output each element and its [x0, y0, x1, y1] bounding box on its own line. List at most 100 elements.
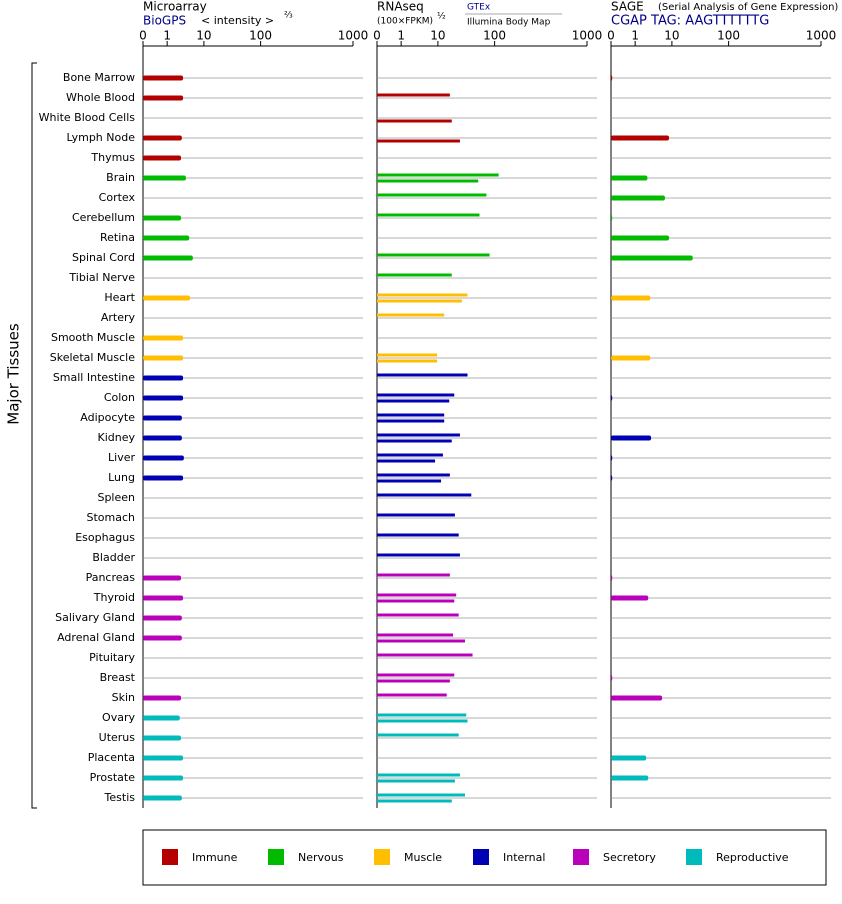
legend-label: Reproductive [716, 851, 789, 864]
bar [611, 455, 613, 461]
bar [377, 419, 445, 423]
tissue-label: Kidney [97, 431, 135, 444]
bar [377, 599, 455, 603]
x-tick-label: 1 [397, 29, 405, 43]
bar [143, 475, 184, 481]
axis-label: (100×FPKM) [377, 17, 433, 27]
bar [377, 799, 452, 803]
bar [611, 355, 651, 361]
bar [611, 255, 693, 261]
bar [143, 355, 184, 361]
bar [377, 459, 436, 463]
bar [143, 775, 184, 781]
bar [377, 793, 465, 797]
bar [377, 573, 450, 577]
legend-label: Muscle [404, 851, 442, 864]
panel-subtitle: BioGPS [143, 14, 186, 28]
bar [611, 215, 613, 221]
bar [143, 615, 182, 621]
bar [611, 235, 670, 241]
bar [377, 393, 455, 397]
tissue-label: Esophagus [75, 531, 135, 544]
bar [143, 235, 190, 241]
bar [143, 215, 182, 221]
bar [377, 533, 459, 537]
bar [377, 173, 499, 177]
bar [377, 399, 450, 403]
tissue-label: Testis [104, 791, 136, 804]
bar [377, 653, 473, 657]
tissue-label: Uterus [99, 731, 136, 744]
bar [377, 453, 443, 457]
tissue-label: Prostate [90, 771, 136, 784]
bar [377, 299, 462, 303]
bar [377, 719, 468, 723]
bar [377, 513, 455, 517]
bar [611, 75, 613, 81]
bar [377, 773, 460, 777]
tissue-label: Lymph Node [66, 131, 135, 144]
bar [143, 595, 184, 601]
bar [143, 395, 184, 401]
tissue-label: Bladder [92, 551, 135, 564]
bar [143, 715, 180, 721]
bar [377, 553, 460, 557]
x-tick-label: 100 [249, 29, 272, 43]
tissue-label: Cortex [99, 191, 136, 204]
bar [611, 695, 663, 701]
tissue-label: Retina [100, 231, 135, 244]
panel-title: SAGE [611, 0, 644, 14]
tissue-label: Artery [101, 311, 136, 324]
axis-label-exponent: ⅔ [284, 11, 293, 21]
x-tick-label: 10 [664, 29, 679, 43]
bar [611, 195, 665, 201]
tissue-label: Pituitary [89, 651, 135, 664]
bar [143, 255, 193, 261]
x-tick-label: 0 [139, 29, 147, 43]
tissue-label: Spleen [97, 491, 135, 504]
legend-swatch [686, 849, 702, 865]
tissue-label: Small Intestine [53, 371, 135, 384]
bar [377, 193, 487, 197]
bar [143, 375, 184, 381]
bar [377, 359, 438, 363]
bar [377, 693, 447, 697]
bar [377, 473, 450, 477]
tissue-label: Spinal Cord [72, 251, 135, 264]
x-tick-label: 0 [607, 29, 615, 43]
tissue-label: Thyroid [93, 591, 135, 604]
bar [377, 273, 452, 277]
x-tick-label: 1000 [338, 29, 369, 43]
bar [611, 175, 648, 181]
bar [377, 493, 472, 497]
legend-swatch [268, 849, 284, 865]
x-tick-label: 10 [196, 29, 211, 43]
panel-title: RNAseq [377, 0, 424, 14]
tissue-label: Cerebellum [72, 211, 135, 224]
bar [143, 635, 182, 641]
tissue-label: Skin [112, 691, 135, 704]
bar [611, 575, 613, 581]
sage-tag: CGAP TAG: AAGTTTTTTG [611, 14, 769, 29]
tissue-label: Placenta [88, 751, 135, 764]
bar [377, 373, 468, 377]
bar [143, 575, 182, 581]
legend-swatch [473, 849, 489, 865]
bar [611, 295, 651, 301]
axis-label-exponent: ½ [437, 12, 446, 22]
bar [611, 435, 652, 441]
tissue-label: Skeletal Muscle [50, 351, 135, 364]
x-tick-label: 1 [631, 29, 639, 43]
series-name: Illumina Body Map [467, 18, 551, 28]
bar [611, 755, 647, 761]
bar [377, 439, 452, 443]
bar [377, 673, 455, 677]
bar [377, 253, 490, 257]
bar [611, 675, 613, 681]
tissue-label: Thymus [90, 151, 135, 164]
bar [377, 93, 450, 97]
bar [377, 633, 454, 637]
x-tick-label: 100 [717, 29, 740, 43]
bar [143, 755, 184, 761]
tissue-label: Tibial Nerve [68, 271, 135, 284]
